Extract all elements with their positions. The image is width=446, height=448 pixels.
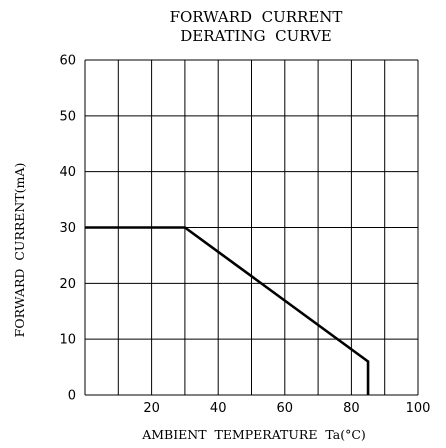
plot-grid <box>84 59 419 396</box>
x-tick-label: 100 <box>406 401 431 416</box>
chart-title-line-2: DERATING CURVE <box>180 27 332 45</box>
x-tick-label: 80 <box>343 401 360 416</box>
chart-title-line-1: FORWARD CURRENT <box>170 8 343 26</box>
y-tick-label: 0 <box>68 389 76 404</box>
y-tick-labels: 0 10 20 30 40 50 60 <box>59 54 76 404</box>
y-tick-label: 50 <box>59 109 76 124</box>
x-axis-label: AMBIENT TEMPERATURE Ta(°C) <box>141 427 366 442</box>
x-tick-label: 60 <box>277 401 294 416</box>
x-tick-label: 20 <box>143 401 160 416</box>
x-tick-label: 40 <box>210 401 227 416</box>
y-tick-label: 20 <box>59 277 76 292</box>
series-layer <box>85 226 370 395</box>
y-tick-label: 30 <box>59 221 76 236</box>
y-tick-label: 40 <box>59 165 76 180</box>
derating-curve-line <box>85 226 370 395</box>
x-tick-labels: 20 40 60 80 100 <box>143 401 430 416</box>
y-axis-label: FORWARD CURRENT(mA) <box>12 163 27 338</box>
y-tick-label: 60 <box>59 54 76 69</box>
y-tick-label: 10 <box>59 333 76 348</box>
